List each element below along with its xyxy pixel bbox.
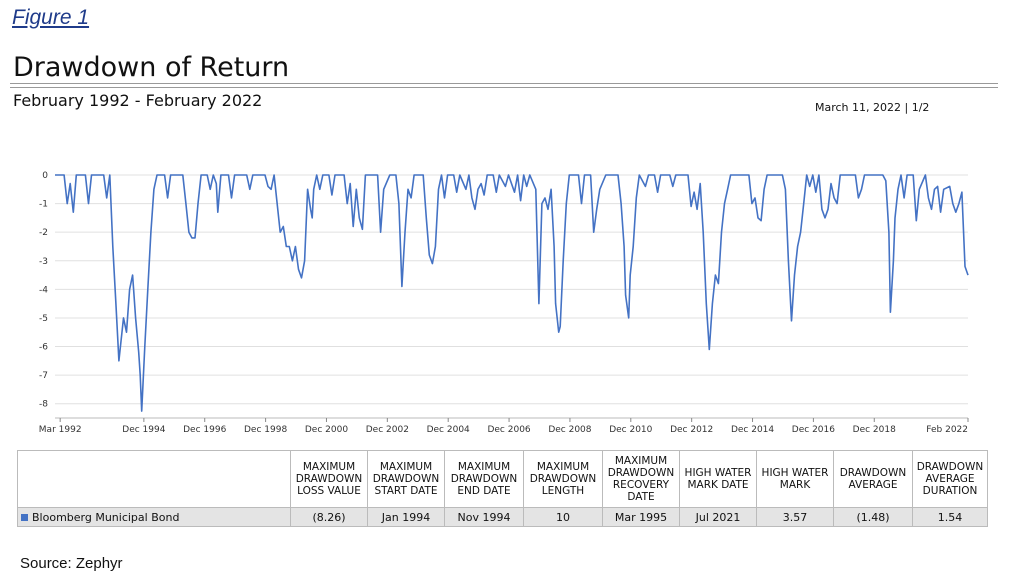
series-layer	[55, 174, 969, 412]
table-cell: 3.57	[756, 507, 834, 527]
y-tick-label: -3	[39, 257, 48, 267]
title-rule-top	[10, 83, 998, 84]
table-cell: Mar 1995	[602, 507, 680, 527]
x-tick-label: Dec 2000	[305, 425, 348, 435]
x-tick-label: Dec 1994	[122, 425, 165, 435]
x-tick-label: Dec 1998	[244, 425, 287, 435]
x-tick-label: Feb 2022	[926, 425, 968, 435]
y-tick-label: -2	[39, 228, 48, 238]
drawdown-chart: 0 -1 -2 -3 -4 -5 -6 -7 -8 Mar 1992 Dec 1994 Dec 19…	[39, 171, 969, 435]
title-rule-bottom	[10, 87, 998, 88]
x-tick-label: Dec 2014	[731, 425, 774, 435]
table-cell: (1.48)	[833, 507, 913, 527]
series-line-bloomberg-municipal-bond	[55, 174, 969, 412]
x-tick-label: Mar 1992	[39, 425, 82, 435]
table-cell: Jul 2021	[679, 507, 757, 527]
series-name-cell: Bloomberg Municipal Bond	[17, 507, 291, 527]
x-tick-label: Dec 2016	[792, 425, 835, 435]
x-tick-label: Dec 2018	[853, 425, 896, 435]
y-tick-label: -6	[39, 343, 48, 353]
header-cell: MAXIMUM DRAWDOWN START DATE	[367, 450, 445, 508]
x-tick-label: Dec 2008	[548, 425, 591, 435]
x-tick-label: Dec 2004	[427, 425, 470, 435]
y-tick-label: -8	[39, 400, 48, 410]
table-cell: 1.54	[912, 507, 988, 527]
source-note: Source: Zephyr	[20, 555, 123, 572]
x-tick-label: Dec 2012	[670, 425, 713, 435]
x-axis-ticks: Mar 1992 Dec 1994 Dec 1996 Dec 1998 Dec 2000…	[39, 418, 969, 435]
table-header-row: MAXIMUM DRAWDOWN LOSS VALUE MAXIMUM DRAW…	[17, 450, 988, 508]
header-cell: HIGH WATER MARK DATE	[679, 450, 757, 508]
header-cell: MAXIMUM DRAWDOWN RECOVERY DATE	[602, 450, 680, 508]
table-cell: Nov 1994	[444, 507, 524, 527]
series-swatch	[21, 514, 28, 521]
chart-title: Drawdown of Return	[13, 52, 290, 83]
y-tick-label: -4	[39, 285, 48, 295]
header-blank	[17, 450, 291, 508]
table-cell: (8.26)	[290, 507, 368, 527]
x-tick-label: Dec 2006	[487, 425, 530, 435]
header-cell: HIGH WATER MARK	[756, 450, 834, 508]
x-tick-label: Dec 1996	[183, 425, 226, 435]
y-tick-label: -1	[39, 200, 48, 210]
series-name: Bloomberg Municipal Bond	[32, 510, 180, 524]
x-tick-label: Dec 2010	[609, 425, 652, 435]
header-cell: MAXIMUM DRAWDOWN LENGTH	[523, 450, 603, 508]
chart-subtitle: February 1992 - February 2022	[13, 91, 263, 110]
y-axis-ticks: 0 -1 -2 -3 -4 -5 -6 -7 -8	[39, 171, 48, 410]
figure-label: Figure 1	[12, 6, 90, 29]
header-cell: DRAWDOWN AVERAGE DURATION	[912, 450, 988, 508]
drawdown-stats-table: MAXIMUM DRAWDOWN LOSS VALUE MAXIMUM DRAW…	[17, 450, 988, 527]
table-row: Bloomberg Municipal Bond (8.26) Jan 1994…	[17, 507, 988, 527]
x-tick-label: Dec 2002	[366, 425, 409, 435]
table-cell: 10	[523, 507, 603, 527]
header-cell: DRAWDOWN AVERAGE	[833, 450, 913, 508]
header-cell: MAXIMUM DRAWDOWN LOSS VALUE	[290, 450, 368, 508]
grid-lines	[55, 174, 968, 419]
y-tick-label: -7	[39, 371, 48, 381]
y-tick-label: 0	[42, 171, 48, 181]
report-date: March 11, 2022 | 1/2	[815, 101, 930, 114]
header-cell: MAXIMUM DRAWDOWN END DATE	[444, 450, 524, 508]
table-cell: Jan 1994	[367, 507, 445, 527]
y-tick-label: -5	[39, 314, 48, 324]
